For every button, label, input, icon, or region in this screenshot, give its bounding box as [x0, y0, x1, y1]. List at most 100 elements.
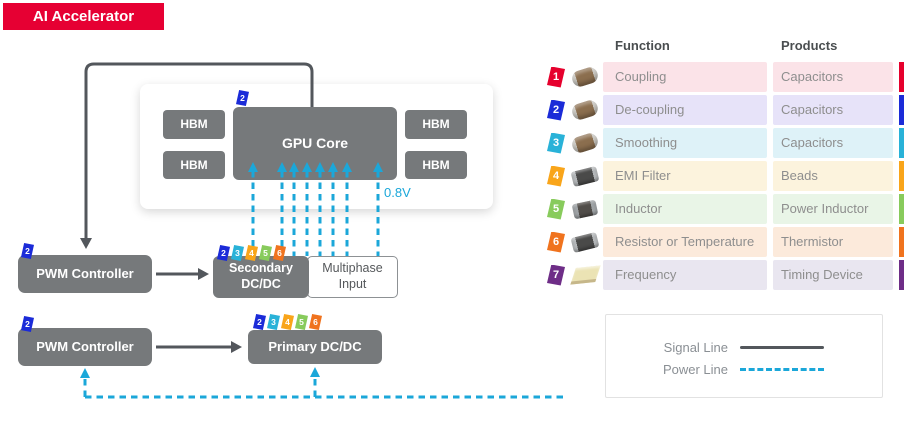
products-cell: Power Inductor: [773, 194, 907, 224]
products-accent-bar: [899, 161, 904, 191]
products-cell: Beads: [773, 161, 907, 191]
voltage-label: 0.8V: [384, 185, 411, 200]
badge-4: 4: [547, 165, 565, 187]
component-cell: [567, 95, 603, 125]
badge-cell: 1: [545, 62, 567, 92]
products-column-header: Products: [781, 38, 838, 53]
badge-2: 2: [253, 314, 266, 330]
table-row: 5 Inductor Power Inductor: [545, 194, 907, 224]
primary-dcdc-block: Primary DC/DC: [248, 330, 382, 364]
function-cell: Frequency: [603, 260, 767, 290]
badge-cell: 4: [545, 161, 567, 191]
signal-line-label: Signal Line: [663, 339, 728, 355]
component-cell: [567, 128, 603, 158]
badge-cell: 5: [545, 194, 567, 224]
table-header-row: Function Products: [545, 38, 907, 56]
hbm-block-left-top: HBM: [163, 110, 225, 139]
table-rows: 1 Coupling Capacitors 2 De-coupling Capacitor…: [545, 62, 907, 293]
hbm-block-right-bottom: HBM: [405, 151, 467, 179]
hbm-block-right-top: HBM: [405, 110, 467, 139]
function-cell: Resistor or Temperature: [603, 227, 767, 257]
products-cell-text: Timing Device: [781, 267, 863, 282]
products-cell-text: Power Inductor: [781, 201, 869, 216]
component-cell: [567, 260, 603, 290]
multiphase-input-label: Multiphase Input: [322, 261, 383, 291]
table-row: 3 Smoothing Capacitors: [545, 128, 907, 158]
badge-5: 5: [259, 245, 272, 261]
hbm-block-left-bottom: HBM: [163, 151, 225, 179]
badge-5: 5: [295, 314, 308, 330]
products-accent-bar: [899, 95, 904, 125]
power-line-legend-row: Power Line: [663, 361, 824, 377]
pwm-label: PWM Controller: [36, 338, 134, 354]
timing-image: [569, 265, 601, 285]
power-line-label: Power Line: [662, 361, 728, 377]
power-arrowheads-bottom: [80, 367, 320, 378]
products-cell-bg: [773, 227, 893, 257]
products-cell: Thermistor: [773, 227, 907, 257]
component-cell: [567, 194, 603, 224]
title-banner: AI Accelerator: [3, 3, 164, 30]
products-cell: Capacitors: [773, 62, 907, 92]
bead-image: [570, 165, 600, 187]
table-row: 6 Resistor or Temperature Thermistor: [545, 227, 907, 257]
hbm-label: HBM: [422, 117, 450, 131]
badge-4: 4: [281, 314, 294, 330]
component-cell: [567, 227, 603, 257]
products-cell-bg: [773, 62, 893, 92]
badge-4: 4: [245, 245, 258, 261]
badge-cell: 2: [545, 95, 567, 125]
function-column-header: Function: [615, 38, 670, 53]
table-row: 7 Frequency Timing Device: [545, 260, 907, 290]
function-cell: EMI Filter: [603, 161, 767, 191]
badge-6: 6: [309, 314, 322, 330]
function-cell: Smoothing: [603, 128, 767, 158]
line-legend-box: Signal Line Power Line: [605, 314, 883, 398]
power-line-sample: [740, 367, 824, 371]
signal-line-sample: [740, 345, 824, 349]
thermistor-image: [570, 231, 600, 253]
products-accent-bar: [899, 260, 904, 290]
products-accent-bar: [899, 62, 904, 92]
products-cell-bg: [773, 161, 893, 191]
products-cell: Capacitors: [773, 95, 907, 125]
badge-6: 6: [547, 231, 565, 253]
capacitor-image: [570, 131, 600, 155]
components-table: Function Products 1 Coupling Capacitors 2 De…: [545, 35, 907, 295]
table-row: 4 EMI Filter Beads: [545, 161, 907, 191]
pwm-controller-2: PWM Controller: [18, 328, 152, 366]
badge-7: 7: [547, 264, 565, 286]
power-line-bottom: [83, 377, 565, 399]
products-cell: Capacitors: [773, 128, 907, 158]
function-cell: Coupling: [603, 62, 767, 92]
inductor-image: [571, 199, 599, 219]
multiphase-input-block: Multiphase Input: [307, 256, 398, 298]
table-row: 2 De-coupling Capacitors: [545, 95, 907, 125]
products-cell-bg: [773, 128, 893, 158]
products-cell: Timing Device: [773, 260, 907, 290]
products-cell-text: Capacitors: [781, 69, 844, 84]
products-cell-text: Capacitors: [781, 102, 844, 117]
gpu-core-label: GPU Core: [281, 134, 349, 151]
products-accent-bar: [899, 128, 904, 158]
badge-3: 3: [231, 245, 244, 261]
badge-cell: 6: [545, 227, 567, 257]
badge-2: 2: [547, 99, 565, 121]
capacitor-image: [570, 98, 600, 122]
badge-2: 2: [217, 245, 230, 261]
products-cell-bg: [773, 194, 893, 224]
hbm-label: HBM: [180, 157, 208, 172]
component-cell: [567, 62, 603, 92]
component-cell: [567, 161, 603, 191]
badge-6: 6: [273, 245, 286, 261]
products-cell-text: Beads: [781, 168, 818, 183]
products-accent-bar: [899, 227, 904, 257]
badge-cell: 7: [545, 260, 567, 290]
badge-cell: 3: [545, 128, 567, 158]
badge-3: 3: [547, 132, 565, 154]
pwm-controller-1: PWM Controller: [18, 255, 152, 293]
pwm-label: PWM Controller: [36, 265, 134, 281]
products-accent-bar: [899, 194, 904, 224]
function-cell: De-coupling: [603, 95, 767, 125]
